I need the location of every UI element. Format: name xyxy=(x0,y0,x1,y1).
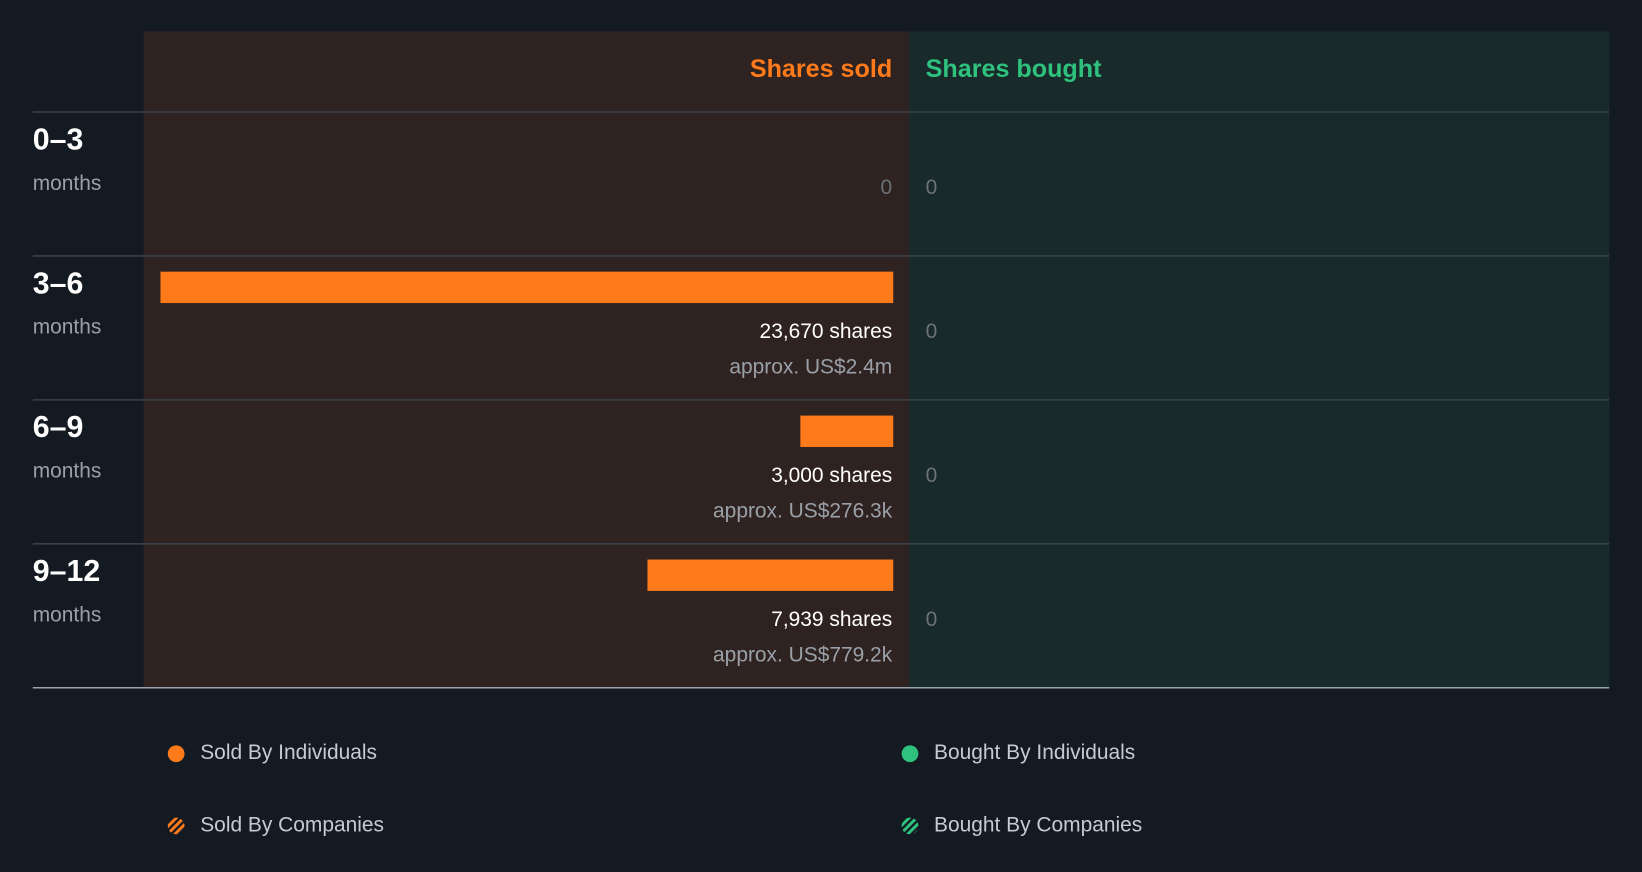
value-label: 0 xyxy=(926,176,938,199)
category-label: 3–6 xyxy=(33,267,84,300)
category-label: 0–3 xyxy=(33,123,84,156)
legend-label: Bought By Companies xyxy=(934,813,1142,836)
value-label: 0 xyxy=(926,320,938,343)
category-sublabel: months xyxy=(33,172,102,195)
value-note: approx. US$2.4m xyxy=(729,355,892,378)
value-label: 0 xyxy=(881,176,893,199)
value-note: approx. US$779.2k xyxy=(713,643,893,666)
bar xyxy=(800,415,894,447)
bar xyxy=(160,271,894,304)
legend-swatch xyxy=(901,817,919,835)
value-label: 7,939 shares xyxy=(771,608,892,631)
bar xyxy=(647,559,894,591)
legend-label: Bought By Individuals xyxy=(934,741,1135,764)
panel xyxy=(908,31,1610,688)
category-label: 6–9 xyxy=(33,411,84,444)
value-label: 0 xyxy=(926,608,938,631)
category-label: 9–12 xyxy=(33,555,101,588)
legend-swatch xyxy=(167,817,185,835)
value-note: approx. US$276.3k xyxy=(713,499,893,522)
legend-swatch xyxy=(167,745,185,763)
category-sublabel: months xyxy=(33,604,102,627)
legend-swatch xyxy=(901,745,919,763)
value-label: 3,000 shares xyxy=(771,464,892,487)
column-header: Shares bought xyxy=(926,55,1102,83)
legend-label: Sold By Companies xyxy=(200,813,384,836)
category-sublabel: months xyxy=(33,316,102,339)
category-sublabel: months xyxy=(33,460,102,483)
value-label: 23,670 shares xyxy=(760,320,893,343)
legend-label: Sold By Individuals xyxy=(200,741,377,764)
value-label: 0 xyxy=(926,464,938,487)
column-header: Shares sold xyxy=(750,55,892,83)
